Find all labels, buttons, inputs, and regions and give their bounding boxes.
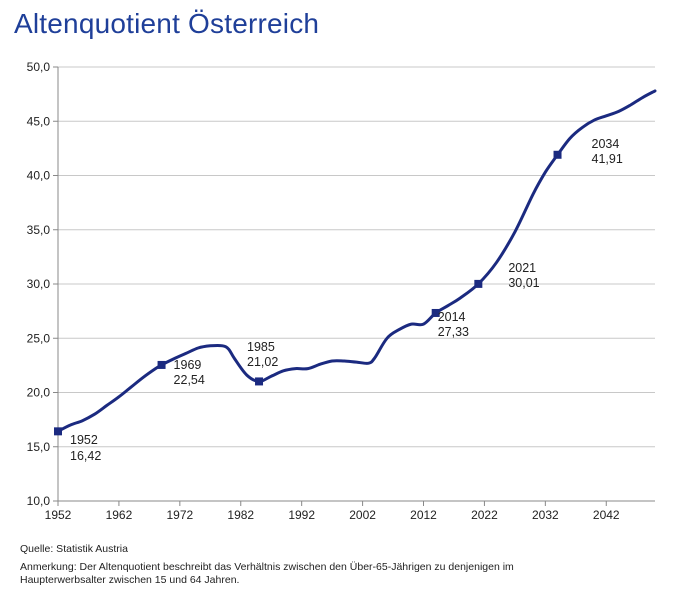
y-tick-label: 15,0 <box>27 440 51 454</box>
data-label-value-2021: 30,01 <box>508 276 539 290</box>
y-tick-label: 40,0 <box>27 169 51 183</box>
data-marker-2021 <box>474 279 483 288</box>
x-tick-label: 1982 <box>227 508 254 522</box>
data-marker-2014 <box>431 308 440 317</box>
x-tick-label: 2022 <box>471 508 498 522</box>
data-label-value-1985: 21,02 <box>247 355 278 369</box>
y-tick-label: 30,0 <box>27 277 51 291</box>
data-label-value-2034: 41,91 <box>592 152 623 166</box>
data-label-year-1985: 1985 <box>247 340 275 354</box>
data-label-year-1952: 1952 <box>70 433 98 447</box>
x-tick-label: 2042 <box>593 508 620 522</box>
data-label-year-2014: 2014 <box>438 310 466 324</box>
data-label-value-2014: 27,33 <box>438 325 469 339</box>
series-line <box>56 89 657 433</box>
x-tick-label: 1952 <box>45 508 72 522</box>
x-tick-label: 2002 <box>349 508 376 522</box>
data-label-year-1969: 1969 <box>174 358 202 372</box>
data-marker-1969 <box>157 360 166 369</box>
data-label-value-1952: 16,42 <box>70 449 101 463</box>
y-tick-label: 10,0 <box>27 494 51 508</box>
data-markers <box>54 150 562 436</box>
y-axis-ticks: 10,0 15,0 20,0 25,0 30,0 35,0 40,0 45,0 50,0 <box>27 60 58 508</box>
y-tick-label: 50,0 <box>27 60 51 74</box>
y-tick-label: 20,0 <box>27 386 51 400</box>
x-tick-label: 1962 <box>106 508 133 522</box>
y-tick-label: 25,0 <box>27 331 51 345</box>
data-marker-2034 <box>553 150 562 159</box>
data-label-value-1969: 22,54 <box>174 373 205 387</box>
data-marker-1985 <box>255 377 264 386</box>
remark-note: Anmerkung: Der Altenquotient beschreibt … <box>20 561 514 586</box>
x-axis-ticks: 1952 1962 1972 1982 1992 2002 2012 2022 2032 2042 <box>45 501 620 522</box>
data-label-year-2021: 2021 <box>508 261 536 275</box>
x-tick-label: 1972 <box>166 508 193 522</box>
page-title: Altenquotient Österreich <box>14 8 320 39</box>
data-marker-1952 <box>54 427 62 436</box>
y-tick-label: 45,0 <box>27 114 51 128</box>
data-label-year-2034: 2034 <box>592 137 620 151</box>
x-tick-label: 2012 <box>410 508 437 522</box>
source-note: Quelle: Statistik Austria <box>20 543 128 555</box>
line-chart: 10,0 15,0 20,0 25,0 30,0 35,0 40,0 45,0 50,0 195… <box>27 60 657 522</box>
x-tick-label: 2032 <box>532 508 559 522</box>
x-tick-label: 1992 <box>288 508 315 522</box>
grid-lines <box>58 66 655 448</box>
y-tick-label: 35,0 <box>27 223 51 237</box>
